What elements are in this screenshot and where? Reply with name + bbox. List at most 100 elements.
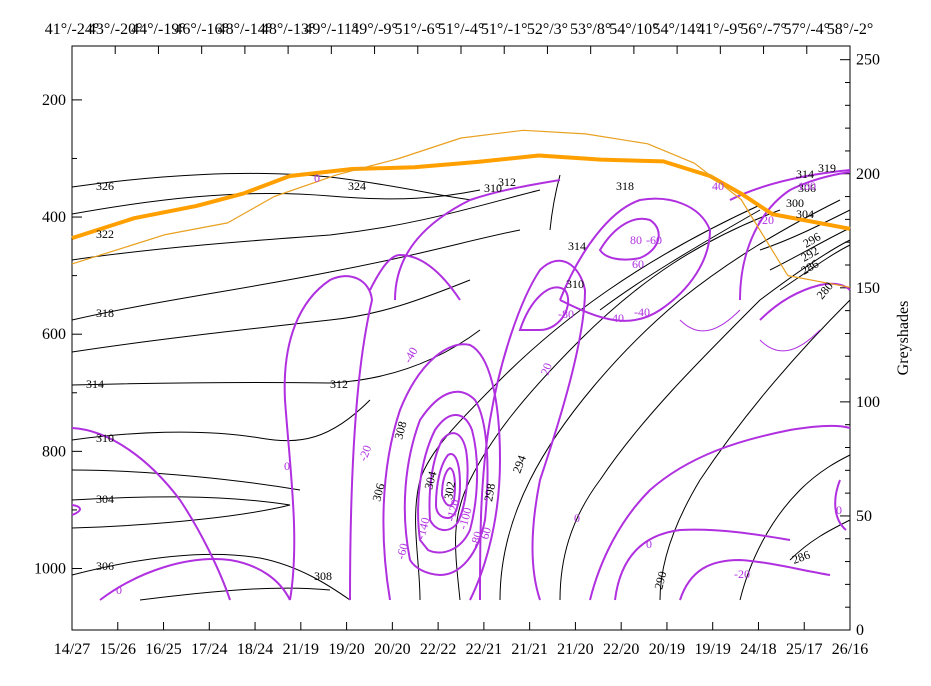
black-contour-label: 310 bbox=[484, 181, 502, 195]
black-contour-label: 318 bbox=[616, 179, 634, 193]
purple-contour-label: 0 bbox=[574, 511, 580, 525]
black-contour-label: 324 bbox=[348, 179, 366, 193]
top-tick-label: 51°/-4° bbox=[438, 21, 485, 38]
bottom-tick-label: 16/25 bbox=[145, 641, 181, 658]
black-contour-label: 318 bbox=[96, 306, 114, 320]
purple-contour-label: -60 bbox=[646, 233, 662, 247]
bottom-axis-ticks: 14/27 15/26 16/25 17/24 18/24 21/19 19/20 20/20… bbox=[54, 622, 868, 658]
purple-contour-label: -120 bbox=[443, 498, 462, 523]
purple-contour-label: -20 bbox=[356, 443, 375, 463]
top-tick-label: 52°/3° bbox=[527, 21, 568, 38]
greyshade-tick-label: 250 bbox=[856, 52, 880, 69]
purple-contour-label: 0 bbox=[836, 503, 842, 517]
top-tick-label: 49°/-9° bbox=[351, 21, 398, 38]
greyshade-tick-label: 200 bbox=[856, 166, 880, 183]
top-tick-label: 54°/10° bbox=[609, 21, 658, 38]
black-contour-label: 314 bbox=[86, 377, 104, 391]
bottom-tick-label: 26/16 bbox=[832, 641, 868, 658]
black-contour-label: 306 bbox=[369, 482, 387, 503]
top-tick-label: 57°/-4° bbox=[783, 21, 830, 38]
purple-contour-thin bbox=[679, 309, 821, 352]
orange-thick-line bbox=[71, 153, 851, 241]
top-tick-label: 48°/-13° bbox=[261, 21, 316, 38]
black-contour-label: 319 bbox=[818, 161, 836, 175]
top-tick-label: 43°/-20° bbox=[88, 21, 143, 38]
pressure-tick-label: 400 bbox=[42, 209, 66, 226]
black-contour-label: 306 bbox=[96, 559, 114, 573]
series-lines bbox=[71, 129, 851, 288]
black-contour-label: 308 bbox=[314, 569, 332, 583]
black-contour-label: 294 bbox=[510, 453, 529, 475]
bottom-tick-label: 18/24 bbox=[237, 641, 273, 658]
black-contour-label: 304 bbox=[96, 492, 114, 506]
purple-contour-label: -140 bbox=[413, 516, 432, 541]
black-contour-label-group: 326 324 322 318 314 312 310 304 306 308 … bbox=[86, 161, 836, 591]
purple-contour-label: -40 bbox=[400, 345, 420, 366]
purple-contour-label: -20 bbox=[758, 213, 774, 227]
bottom-tick-label: 21/19 bbox=[283, 641, 319, 658]
pressure-tick-label: 1000 bbox=[34, 560, 66, 577]
greyshade-tick-label: 50 bbox=[856, 508, 872, 525]
black-contour-lines bbox=[71, 172, 851, 601]
top-tick-label: 44°/-19° bbox=[131, 21, 186, 38]
bottom-tick-label: 25/17 bbox=[786, 641, 822, 658]
bottom-tick-label: 20/20 bbox=[374, 641, 410, 658]
purple-contour-label: 40 bbox=[712, 179, 724, 193]
greyshade-tick-label: 0 bbox=[856, 622, 864, 639]
bottom-tick-label: 17/24 bbox=[191, 641, 227, 658]
purple-contour-label: 20 bbox=[538, 361, 555, 377]
purple-contour-label: 0 bbox=[314, 171, 320, 185]
black-contour-label: 314 bbox=[796, 167, 814, 181]
black-contour-label: 312 bbox=[330, 377, 348, 391]
bottom-tick-label: 19/20 bbox=[328, 641, 364, 658]
top-tick-label: 49°/-11° bbox=[304, 21, 358, 38]
black-contour-label: 300 bbox=[786, 196, 804, 210]
pressure-tick-label: 800 bbox=[42, 443, 66, 460]
top-tick-label: 54°/14° bbox=[652, 21, 701, 38]
greyshade-tick-label: 100 bbox=[856, 394, 880, 411]
black-contour-label: 290 bbox=[651, 570, 669, 591]
top-tick-label: 56°/-7° bbox=[740, 21, 787, 38]
pressure-axis-ticks: 200 400 600 800 1000 bbox=[34, 92, 82, 577]
bottom-tick-label: 22/20 bbox=[603, 641, 639, 658]
purple-contour-label: -80 bbox=[467, 530, 485, 549]
black-contour-label: 312 bbox=[498, 175, 516, 189]
top-tick-label: 41°/-9° bbox=[697, 21, 744, 38]
top-tick-label: 51°/-1° bbox=[481, 21, 528, 38]
bottom-tick-label: 22/21 bbox=[466, 641, 502, 658]
bottom-tick-label: 24/18 bbox=[740, 641, 776, 658]
top-tick-label: 58°/-2° bbox=[827, 21, 874, 38]
purple-contour-label-group: 0 0 0 0 0 -20 -40 -60 -80 -100 -120 -140… bbox=[116, 171, 842, 597]
black-contour-label: 280 bbox=[814, 279, 836, 302]
purple-contour-label: 60 bbox=[477, 526, 494, 541]
black-contour-label: 306 bbox=[798, 181, 816, 195]
purple-contour-label: 80 bbox=[630, 233, 642, 247]
black-contour-label: 314 bbox=[568, 239, 586, 253]
black-contour-label: 322 bbox=[96, 227, 114, 241]
purple-contour-label: -40 bbox=[634, 305, 650, 319]
black-contour-label: 302 bbox=[441, 480, 458, 500]
purple-contour-label: 0 bbox=[284, 459, 290, 473]
purple-contour-label: 0 bbox=[116, 583, 122, 597]
bottom-tick-label: 19/19 bbox=[694, 641, 730, 658]
top-tick-label: 53°/8° bbox=[570, 21, 611, 38]
bottom-tick-label: 15/26 bbox=[100, 641, 136, 658]
black-contour-label: 310 bbox=[566, 277, 584, 291]
black-contour-label: 298 bbox=[481, 482, 498, 502]
greyshade-axis-ticks: 0 50 100 150 200 250 bbox=[840, 52, 880, 639]
bottom-tick-label: 21/20 bbox=[557, 641, 593, 658]
purple-contour-label: -20 bbox=[734, 567, 750, 581]
black-contour-label: 310 bbox=[96, 431, 114, 445]
black-contour-label: 286 bbox=[790, 548, 812, 567]
top-tick-label: 51°/-6° bbox=[394, 21, 441, 38]
purple-contour-label: 40 bbox=[612, 311, 624, 325]
bottom-tick-label: 22/22 bbox=[420, 641, 456, 658]
pressure-tick-label: 200 bbox=[42, 92, 66, 109]
top-tick-label: 46°/-16° bbox=[174, 21, 229, 38]
purple-contour-label: -60 bbox=[393, 542, 411, 561]
purple-contour-label: -80 bbox=[558, 307, 574, 321]
black-contour-label: 326 bbox=[96, 179, 114, 193]
purple-contour-lines bbox=[71, 169, 851, 601]
black-contour-label: 308 bbox=[391, 420, 409, 441]
